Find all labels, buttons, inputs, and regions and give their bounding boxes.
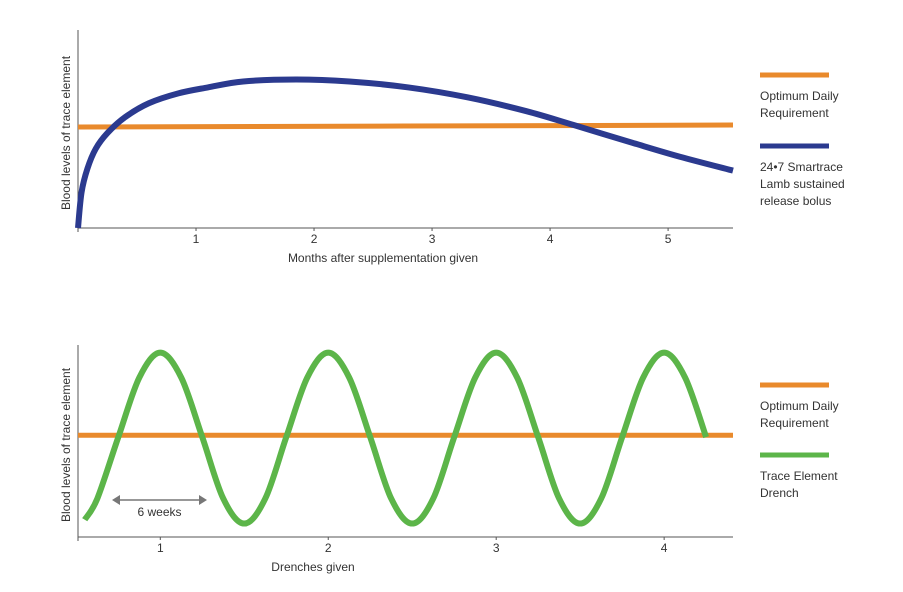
x-tick-label: 1 <box>193 232 200 246</box>
legend-label: Optimum Daily Requirement <box>760 89 839 120</box>
x-axis-label: Months after supplementation given <box>288 251 478 265</box>
series-line <box>77 122 734 130</box>
legend-label: 24•7 Smartrace Lamb sustained release bo… <box>760 160 845 208</box>
x-tick-label: 4 <box>661 541 668 555</box>
y-axis-label: Blood levels of trace element <box>59 367 73 522</box>
arrow-head <box>199 495 207 505</box>
x-axis-label: Drenches given <box>271 560 354 574</box>
x-tick-label: 3 <box>493 541 500 555</box>
y-axis-label: Blood levels of trace element <box>59 55 73 210</box>
x-tick-label: 2 <box>325 541 332 555</box>
x-tick-label: 3 <box>429 232 436 246</box>
x-tick-label: 4 <box>547 232 554 246</box>
series-line <box>75 76 734 229</box>
series-line <box>82 349 709 527</box>
annotation: 6 weeks <box>137 505 181 519</box>
x-tick-label: 1 <box>157 541 164 555</box>
legend-label: Optimum Daily Requirement <box>760 399 839 430</box>
arrow-head <box>112 495 120 505</box>
x-tick-label: 5 <box>665 232 672 246</box>
legend-label: Trace Element Drench <box>760 469 838 500</box>
x-tick-label: 2 <box>311 232 318 246</box>
